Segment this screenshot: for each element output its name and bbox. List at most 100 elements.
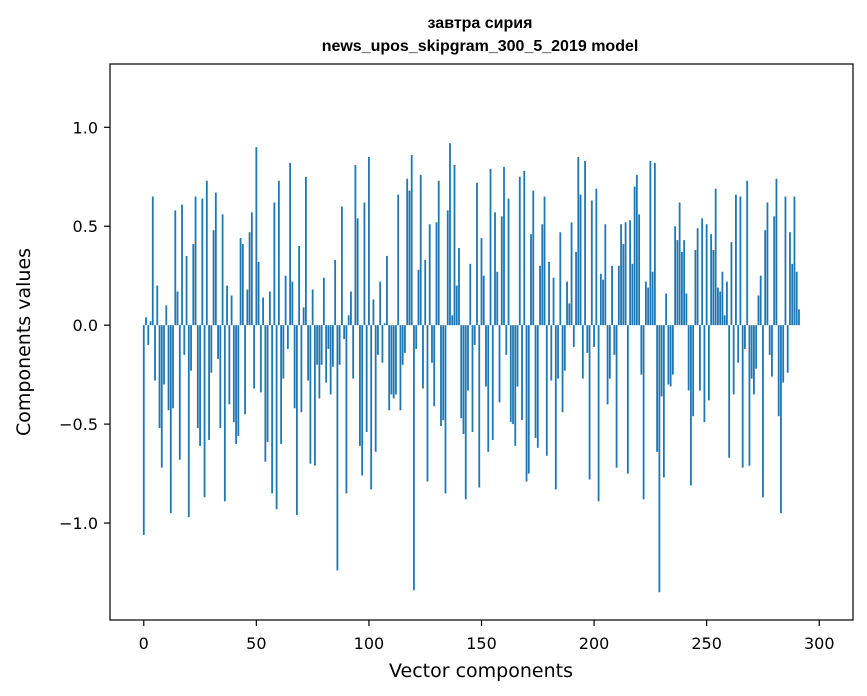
bar-17 [181, 204, 183, 326]
bar-63 [284, 275, 287, 326]
bar-258 [723, 315, 726, 326]
bar-275 [762, 325, 764, 498]
bar-45 [244, 325, 246, 415]
bar-153 [487, 325, 490, 452]
bar-166 [516, 325, 519, 387]
bar-280 [773, 216, 776, 326]
bar-32 [214, 192, 217, 326]
bar-238 [678, 202, 681, 326]
bar-81 [325, 325, 328, 383]
bar-169 [523, 170, 526, 326]
bar-273 [757, 295, 760, 326]
bar-56 [268, 291, 271, 326]
bar-194 [579, 194, 582, 326]
bar-2 [147, 325, 150, 345]
bar-214 [624, 222, 627, 326]
bar-233 [667, 325, 670, 385]
bar-221 [640, 325, 643, 375]
bar-80 [322, 277, 325, 326]
bar-34 [219, 325, 222, 429]
bar-106 [381, 325, 384, 363]
bar-83 [329, 325, 332, 395]
bar-148 [476, 182, 478, 326]
bar-78 [318, 325, 321, 399]
bar-172 [530, 234, 532, 326]
bar-132 [440, 325, 442, 427]
bar-272 [755, 325, 758, 369]
bar-0 [142, 325, 145, 535]
bar-136 [449, 143, 451, 326]
bar-171 [527, 325, 530, 474]
bar-215 [626, 325, 629, 474]
bar-243 [689, 325, 692, 486]
bar-51 [257, 261, 260, 326]
bar-24 [196, 325, 199, 429]
bar-97 [361, 325, 364, 476]
x-tick-label: 0 [139, 634, 149, 653]
bar-178 [543, 196, 546, 326]
bar-50 [255, 147, 258, 326]
bar-217 [631, 263, 634, 326]
bar-164 [512, 325, 514, 425]
bar-229 [658, 325, 661, 593]
bar-68 [295, 325, 298, 516]
y-tick-label: 0.0 [73, 316, 98, 335]
bar-244 [692, 325, 695, 417]
bar-188 [566, 281, 568, 326]
bar-167 [518, 176, 521, 326]
bar-271 [753, 325, 755, 395]
chart-title-line-2: news_upos_skipgram_300_5_2019 model [322, 38, 639, 55]
bar-70 [300, 325, 303, 413]
bar-267 [744, 325, 746, 349]
bar-84 [332, 325, 334, 367]
bar-191 [572, 325, 575, 347]
bar-88 [341, 206, 343, 326]
bar-240 [683, 240, 686, 326]
bar-168 [521, 325, 523, 421]
bar-248 [701, 218, 704, 326]
bar-290 [795, 271, 798, 326]
bar-76 [313, 325, 316, 466]
bar-108 [386, 255, 388, 326]
bar-286 [786, 325, 789, 373]
bar-276 [764, 230, 767, 326]
bar-142 [462, 325, 465, 435]
bar-257 [721, 271, 724, 326]
bar-75 [311, 289, 314, 326]
bar-82 [327, 325, 330, 349]
bar-185 [559, 232, 562, 326]
bar-114 [399, 325, 402, 411]
bar-53 [262, 297, 264, 326]
bar-281 [775, 178, 778, 326]
bar-134 [444, 325, 447, 494]
bar-122 [417, 269, 420, 326]
bar-59 [275, 325, 278, 510]
bar-223 [644, 281, 647, 326]
bar-91 [347, 315, 350, 326]
bar-92 [350, 291, 352, 326]
bar-72 [304, 176, 307, 326]
bar-126 [426, 325, 429, 482]
bar-110 [390, 325, 393, 395]
bar-206 [606, 325, 609, 405]
bar-15 [176, 291, 179, 326]
plot-frame [109, 63, 854, 621]
bar-52 [259, 325, 262, 393]
bar-30 [210, 325, 213, 373]
bar-158 [498, 325, 501, 403]
bar-179 [545, 325, 548, 456]
bar-20 [187, 325, 190, 518]
bar-119 [410, 155, 413, 326]
bar-90 [345, 325, 348, 494]
bar-176 [539, 265, 541, 326]
bar-89 [343, 325, 346, 340]
bar-235 [671, 325, 674, 375]
bar-256 [719, 291, 722, 326]
bar-112 [395, 325, 397, 395]
bar-177 [541, 224, 544, 326]
bar-277 [766, 202, 769, 326]
bar-173 [532, 190, 535, 326]
bar-242 [687, 325, 690, 391]
bar-135 [446, 210, 449, 326]
bar-175 [536, 325, 539, 448]
